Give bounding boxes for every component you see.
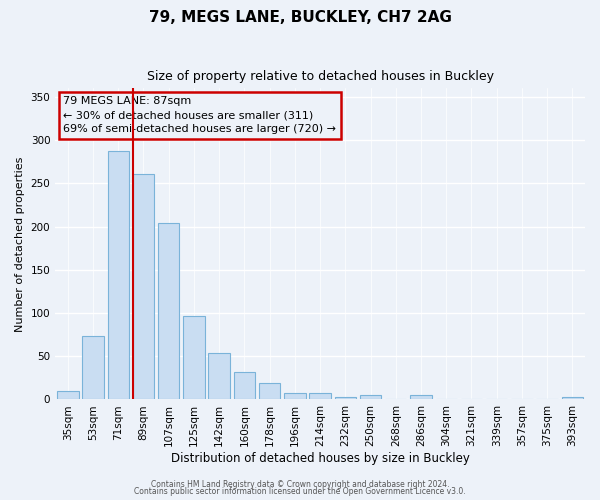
Text: 79 MEGS LANE: 87sqm
← 30% of detached houses are smaller (311)
69% of semi-detac: 79 MEGS LANE: 87sqm ← 30% of detached ho… bbox=[63, 96, 336, 134]
Bar bbox=[335, 397, 356, 400]
Bar bbox=[208, 353, 230, 400]
Bar bbox=[133, 174, 154, 400]
Text: Contains HM Land Registry data © Crown copyright and database right 2024.: Contains HM Land Registry data © Crown c… bbox=[151, 480, 449, 489]
Text: 79, MEGS LANE, BUCKLEY, CH7 2AG: 79, MEGS LANE, BUCKLEY, CH7 2AG bbox=[149, 10, 451, 25]
Bar bbox=[410, 395, 432, 400]
Bar bbox=[233, 372, 255, 400]
Bar bbox=[360, 395, 381, 400]
X-axis label: Distribution of detached houses by size in Buckley: Distribution of detached houses by size … bbox=[170, 452, 470, 465]
Bar bbox=[259, 383, 280, 400]
Bar bbox=[562, 397, 583, 400]
Bar bbox=[82, 336, 104, 400]
Bar bbox=[57, 391, 79, 400]
Title: Size of property relative to detached houses in Buckley: Size of property relative to detached ho… bbox=[146, 70, 494, 83]
Bar bbox=[310, 392, 331, 400]
Y-axis label: Number of detached properties: Number of detached properties bbox=[15, 156, 25, 332]
Bar bbox=[183, 316, 205, 400]
Bar bbox=[158, 223, 179, 400]
Text: Contains public sector information licensed under the Open Government Licence v3: Contains public sector information licen… bbox=[134, 487, 466, 496]
Bar bbox=[107, 152, 129, 400]
Bar bbox=[284, 392, 305, 400]
